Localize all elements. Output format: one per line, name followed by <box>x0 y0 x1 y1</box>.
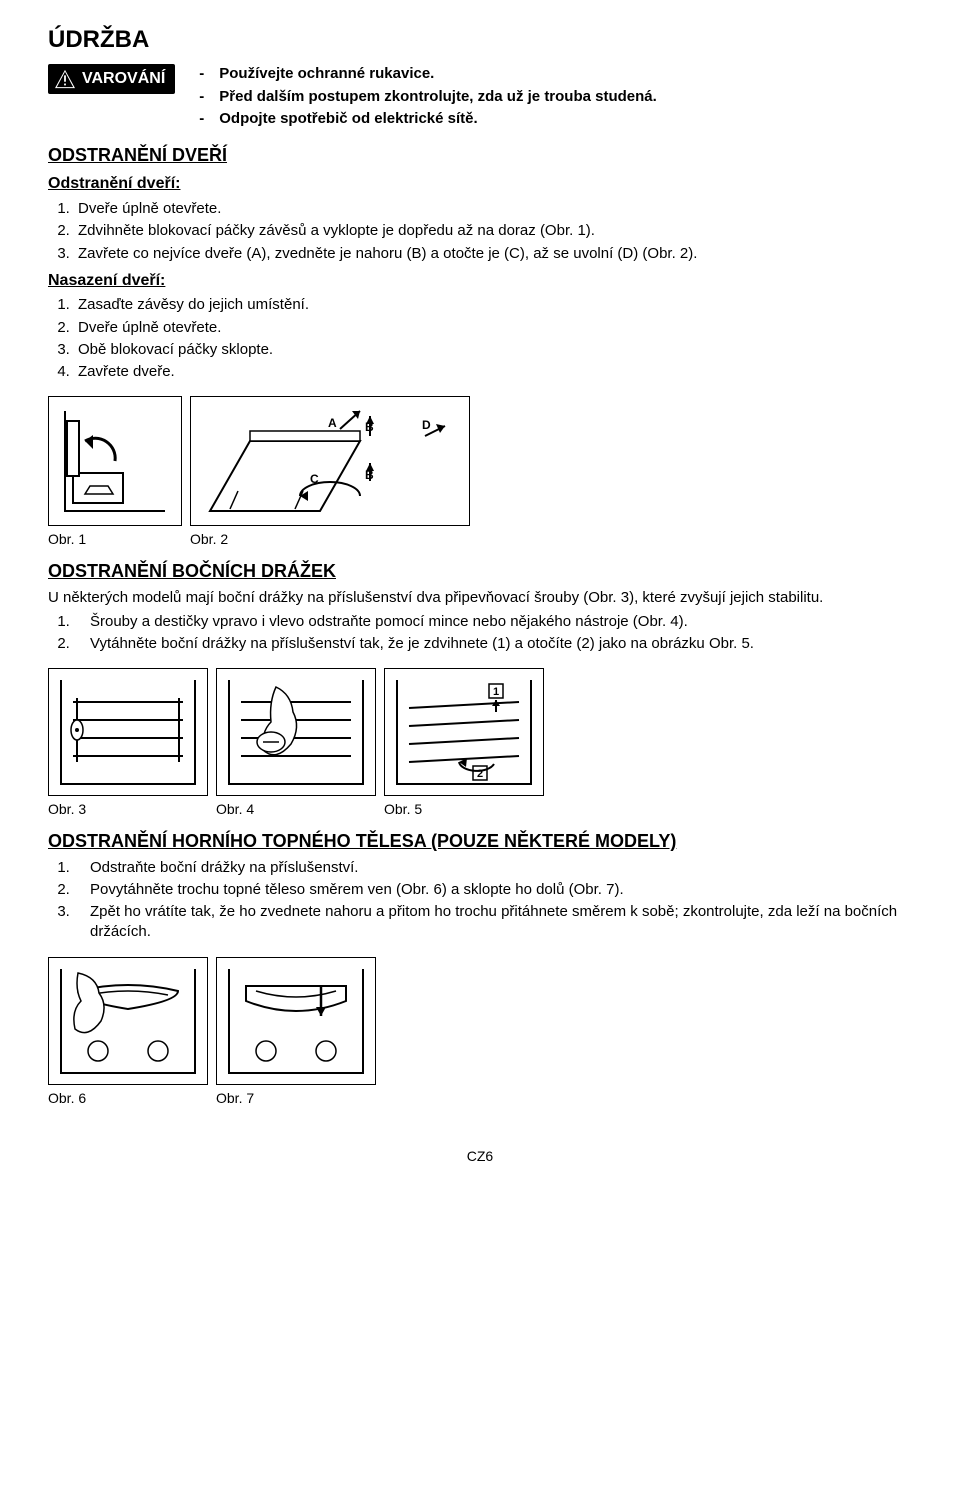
step-item: Šrouby a destičky vpravo i vlevo odstraň… <box>74 612 912 632</box>
section-heater-title: ODSTRANĚNÍ HORNÍHO TOPNÉHO TĚLESA (POUZE… <box>48 829 912 853</box>
door-lift-diagram-icon: A B D C B <box>200 401 460 521</box>
step-item: Povytáhněte trochu topné těleso směrem v… <box>74 880 912 900</box>
step-item: Zavřete co nejvíce dveře (A), zvedněte j… <box>74 244 912 264</box>
svg-text:D: D <box>422 418 431 432</box>
door-remove-steps: Dveře úplně otevřete. Zdvihněte blokovac… <box>48 199 912 264</box>
side-rail-diagram-icon <box>53 672 203 792</box>
section-door-removal-title: ODSTRANĚNÍ DVEŘÍ <box>48 143 912 167</box>
figure-2: A B D C B <box>190 396 470 526</box>
warning-label: VAROVÁNÍ <box>82 68 165 90</box>
door-fit-steps: Zasaďte závěsy do jejich umístění. Dveře… <box>48 295 912 382</box>
figure-4 <box>216 668 376 796</box>
page-title: ÚDRŽBA <box>48 24 912 56</box>
warning-item: Používejte ochranné rukavice. <box>195 64 657 84</box>
figure-3-caption: Obr. 3 <box>48 800 216 819</box>
door-fit-subtitle: Nasazení dveří: <box>48 270 912 292</box>
warning-list: Používejte ochranné rukavice. Před další… <box>195 64 657 131</box>
figure-row-3 <box>48 957 912 1085</box>
side-rails-intro: U některých modelů mají boční drážky na … <box>48 588 912 608</box>
step-item: Odstraňte boční drážky na příslušenství. <box>74 858 912 878</box>
figure-row-2: 1 2 <box>48 668 912 796</box>
figure-6 <box>48 957 208 1085</box>
step-item: Zasaďte závěsy do jejich umístění. <box>74 295 912 315</box>
heater-steps: Odstraňte boční drážky na příslušenství.… <box>48 858 912 943</box>
figure-7-caption: Obr. 7 <box>216 1089 254 1108</box>
warning-row: VAROVÁNÍ Používejte ochranné rukavice. P… <box>48 64 912 131</box>
heater-fold-diagram-icon <box>221 961 371 1081</box>
coin-unscrew-diagram-icon <box>221 672 371 792</box>
figure-row-1: A B D C B <box>48 396 912 526</box>
step-item: Dveře úplně otevřete. <box>74 199 912 219</box>
svg-text:A: A <box>328 416 337 430</box>
figure-caption-row-3: Obr. 6 Obr. 7 <box>48 1089 912 1108</box>
step-item: Zdvihněte blokovací páčky závěsů a vyklo… <box>74 221 912 241</box>
warning-item: Před dalším postupem zkontrolujte, zda u… <box>195 87 657 107</box>
figure-6-caption: Obr. 6 <box>48 1089 216 1108</box>
section-side-rails-title: ODSTRANĚNÍ BOČNÍCH DRÁŽEK <box>48 559 912 583</box>
step-item: Zavřete dveře. <box>74 362 912 382</box>
step-item: Obě blokovací páčky sklopte. <box>74 340 912 360</box>
door-remove-subtitle: Odstranění dveří: <box>48 173 912 195</box>
figure-5-caption: Obr. 5 <box>384 800 422 819</box>
svg-text:1: 1 <box>493 686 499 698</box>
figure-7 <box>216 957 376 1085</box>
step-item: Vytáhněte boční drážky na příslušenství … <box>74 634 912 654</box>
figure-3 <box>48 668 208 796</box>
warning-item: Odpojte spotřebič od elektrické sítě. <box>195 109 657 129</box>
figure-1-caption: Obr. 1 <box>48 530 190 549</box>
warning-badge: VAROVÁNÍ <box>48 64 175 94</box>
step-item: Dveře úplně otevřete. <box>74 318 912 338</box>
figure-1 <box>48 396 182 526</box>
rail-remove-diagram-icon: 1 2 <box>389 672 539 792</box>
warning-icon <box>54 69 76 89</box>
page-number: CZ6 <box>48 1147 912 1166</box>
figure-caption-row-2: Obr. 3 Obr. 4 Obr. 5 <box>48 800 912 819</box>
figure-5: 1 2 <box>384 668 544 796</box>
side-rails-steps: Šrouby a destičky vpravo i vlevo odstraň… <box>48 612 912 655</box>
heater-pull-diagram-icon <box>53 961 203 1081</box>
figure-2-caption: Obr. 2 <box>190 530 228 549</box>
hinge-diagram-icon <box>55 401 175 521</box>
figure-caption-row-1: Obr. 1 Obr. 2 <box>48 530 912 549</box>
step-item: Zpět ho vrátíte tak, že ho zvednete naho… <box>74 902 912 943</box>
figure-4-caption: Obr. 4 <box>216 800 384 819</box>
